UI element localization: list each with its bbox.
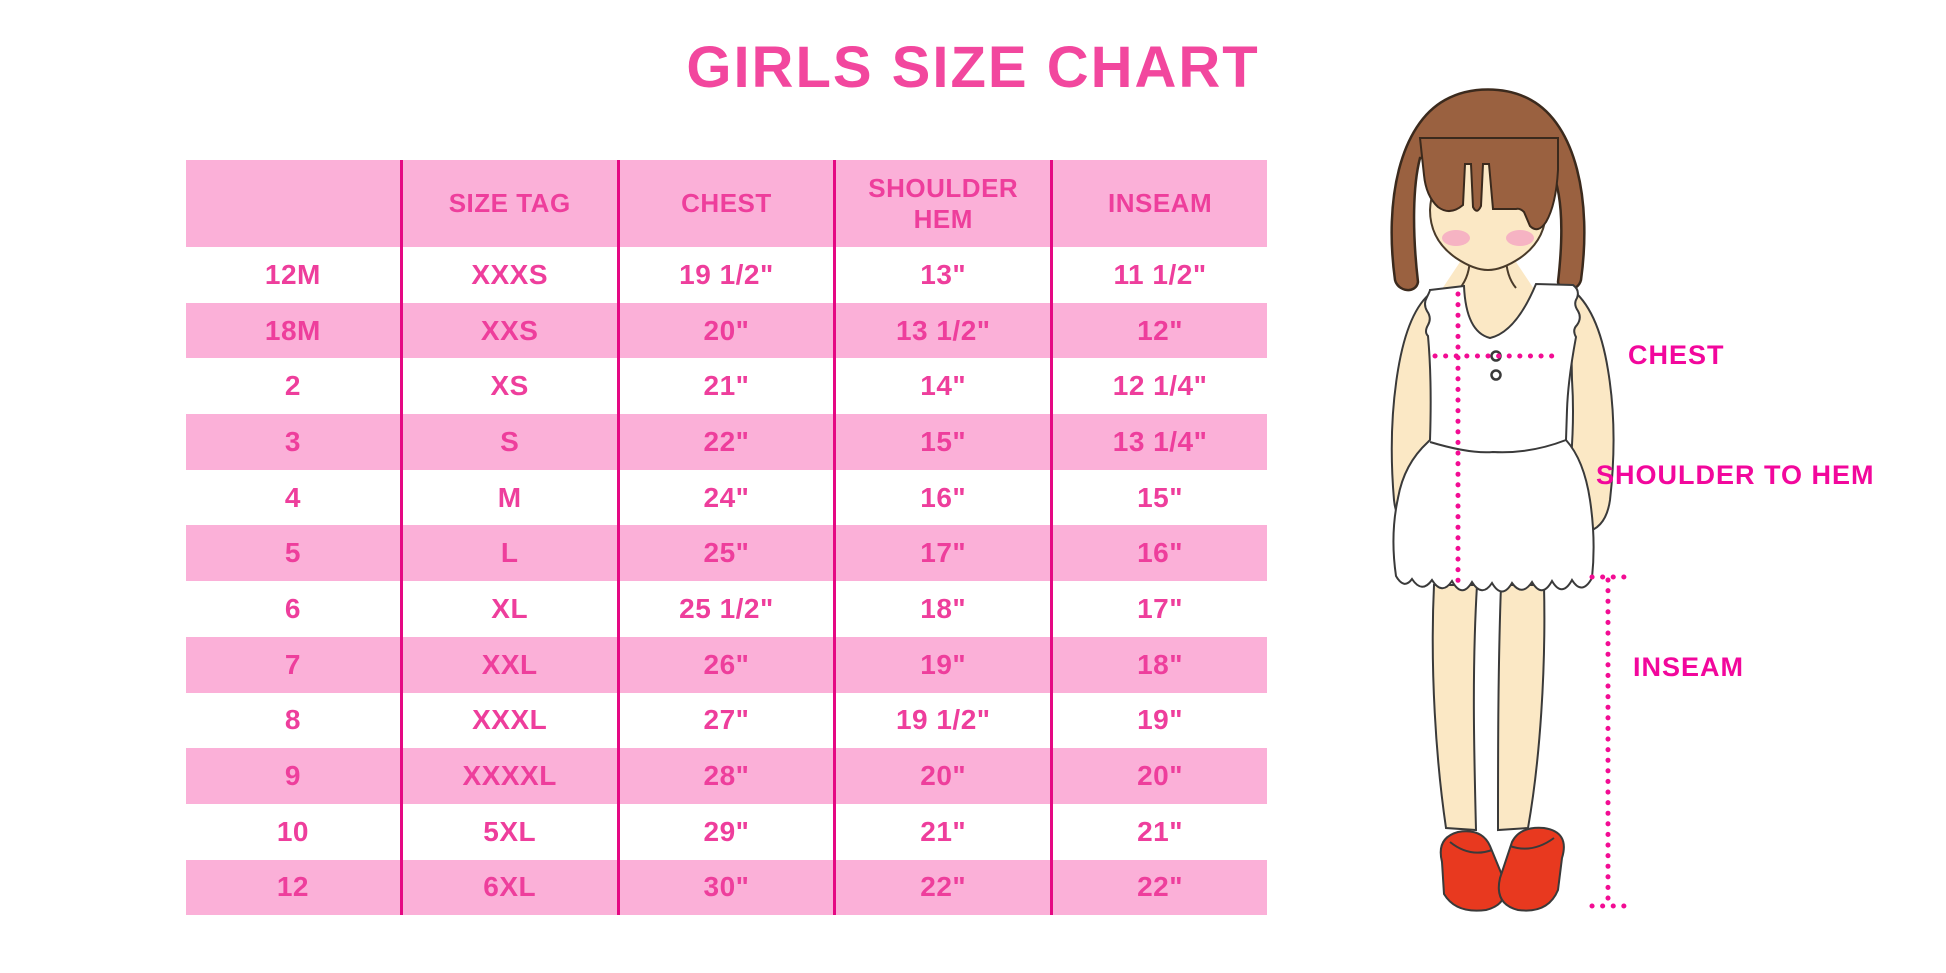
chest-label: CHEST: [1628, 340, 1725, 370]
table-cell: 6: [186, 581, 402, 637]
table-cell: 22": [616, 414, 835, 470]
table-cell: 12: [186, 859, 402, 916]
table-cell: 22": [833, 859, 1052, 916]
table-cell: L: [399, 525, 619, 582]
table-cell: XL: [399, 581, 619, 637]
girl-right-shoe-strap: [1509, 837, 1555, 850]
table-cell: 19 1/2": [833, 692, 1052, 749]
table-row: 4 M 24" 16" 15": [186, 469, 1267, 526]
column-header: SHOULDER HEM: [833, 160, 1052, 247]
girl-left-shoe-strap: [1449, 841, 1493, 854]
table-row: 12 6XL 30" 22" 22": [186, 859, 1267, 916]
table-row: 9 XXXXL 28" 20" 20": [186, 748, 1267, 804]
table-cell: 19": [833, 636, 1052, 693]
table-row: 2 XS 21" 14" 12 1/4": [186, 358, 1267, 415]
column-header: CHEST: [616, 160, 835, 247]
girl-blush-right: [1506, 230, 1534, 246]
column-header: SIZE TAG: [399, 160, 619, 247]
girl-right-leg: [1496, 584, 1546, 832]
table-cell: 29": [616, 803, 835, 860]
table-cell: 12M: [186, 247, 402, 303]
girl-right-shoe: [1497, 826, 1565, 912]
table-cell: 3: [186, 414, 402, 470]
table-cell: 20": [616, 302, 835, 359]
table-row: 6 XL 25 1/2" 18" 17": [186, 581, 1267, 637]
girl-blush-left: [1442, 230, 1470, 246]
table-row: 18M XXS 20" 13 1/2" 12": [186, 302, 1267, 359]
size-table: SIZE TAG CHEST SHOULDER HEM INSEAM 12M XXXS 1…: [186, 160, 1267, 916]
table-cell: 5XL: [399, 803, 619, 860]
table-row: 5 L 25" 17" 16": [186, 525, 1267, 582]
table-cell: 21": [1050, 803, 1267, 860]
table-cell: XXXXL: [399, 748, 619, 804]
table-cell: 5: [186, 525, 402, 582]
table-cell: S: [399, 414, 619, 470]
girl-illustration: [1390, 88, 1627, 912]
table-cell: 19": [1050, 692, 1267, 749]
table-cell: 28": [616, 748, 835, 804]
table-cell: 9: [186, 748, 402, 804]
table-cell: 26": [616, 636, 835, 693]
table-cell: 18": [1050, 636, 1267, 693]
table-cell: 7: [186, 636, 402, 693]
girl-waist-ruffle: [1429, 439, 1567, 454]
table-cell: 25": [616, 525, 835, 582]
table-cell: 19 1/2": [616, 247, 835, 303]
girl-left-leg: [1431, 584, 1479, 832]
table-cell: 27": [616, 692, 835, 749]
table-cell: 8: [186, 692, 402, 749]
header-row: SIZE TAG CHEST SHOULDER HEM INSEAM: [186, 160, 1267, 247]
table-cell: 21": [833, 803, 1052, 860]
table-cell: 21": [616, 358, 835, 415]
table-cell: 17": [1050, 581, 1267, 637]
table-row: 10 5XL 29" 21" 21": [186, 803, 1267, 860]
table-cell: 15": [1050, 469, 1267, 526]
column-header: INSEAM: [1050, 160, 1267, 247]
girl-bangs: [1418, 137, 1559, 231]
table-cell: XXXL: [399, 692, 619, 749]
page-title: GIRLS SIZE CHART: [686, 35, 1260, 100]
table-cell: 16": [833, 469, 1052, 526]
table-header: SIZE TAG CHEST SHOULDER HEM INSEAM: [186, 160, 1267, 247]
table-cell: 25 1/2": [616, 581, 835, 637]
table-row: 3 S 22" 15" 13 1/4": [186, 414, 1267, 470]
table-cell: 12": [1050, 302, 1267, 359]
girl-button-bottom: [1490, 369, 1502, 381]
table-cell: 16": [1050, 525, 1267, 582]
table-cell: 10: [186, 803, 402, 860]
table-row: 7 XXL 26" 19" 18": [186, 636, 1267, 693]
table-cell: 18M: [186, 302, 402, 359]
table-cell: 4: [186, 469, 402, 526]
table-body: 12M XXXS 19 1/2" 13" 11 1/2" 18M XXS 20" 13 1/2"…: [186, 247, 1267, 916]
table-row: 8 XXXL 27" 19 1/2" 19": [186, 692, 1267, 749]
table-cell: 13 1/4": [1050, 414, 1267, 470]
table-cell: 13": [833, 247, 1052, 303]
table-row: 12M XXXS 19 1/2" 13" 11 1/2": [186, 247, 1267, 303]
column-header: [186, 160, 402, 247]
inseam-label: INSEAM: [1633, 652, 1745, 682]
table-cell: 6XL: [399, 859, 619, 916]
table-cell: XXXS: [399, 247, 619, 303]
table-cell: 24": [616, 469, 835, 526]
table-cell: XXS: [399, 302, 619, 359]
table-cell: XXL: [399, 636, 619, 693]
table-cell: XS: [399, 358, 619, 415]
table-cell: 11 1/2": [1050, 247, 1267, 303]
table-cell: 14": [833, 358, 1052, 415]
table-cell: M: [399, 469, 619, 526]
table-cell: 18": [833, 581, 1052, 637]
table-cell: 20": [1050, 748, 1267, 804]
table-cell: 20": [833, 748, 1052, 804]
table-cell: 15": [833, 414, 1052, 470]
table-cell: 30": [616, 859, 835, 916]
girl-top: [1392, 282, 1595, 593]
table-cell: 22": [1050, 859, 1267, 916]
table-cell: 2: [186, 358, 402, 415]
table-cell: 17": [833, 525, 1052, 582]
shoulder-to-hem-label: SHOULDER TO HEM: [1596, 460, 1875, 490]
table-cell: 12 1/4": [1050, 358, 1267, 415]
table-cell: 13 1/2": [833, 302, 1052, 359]
